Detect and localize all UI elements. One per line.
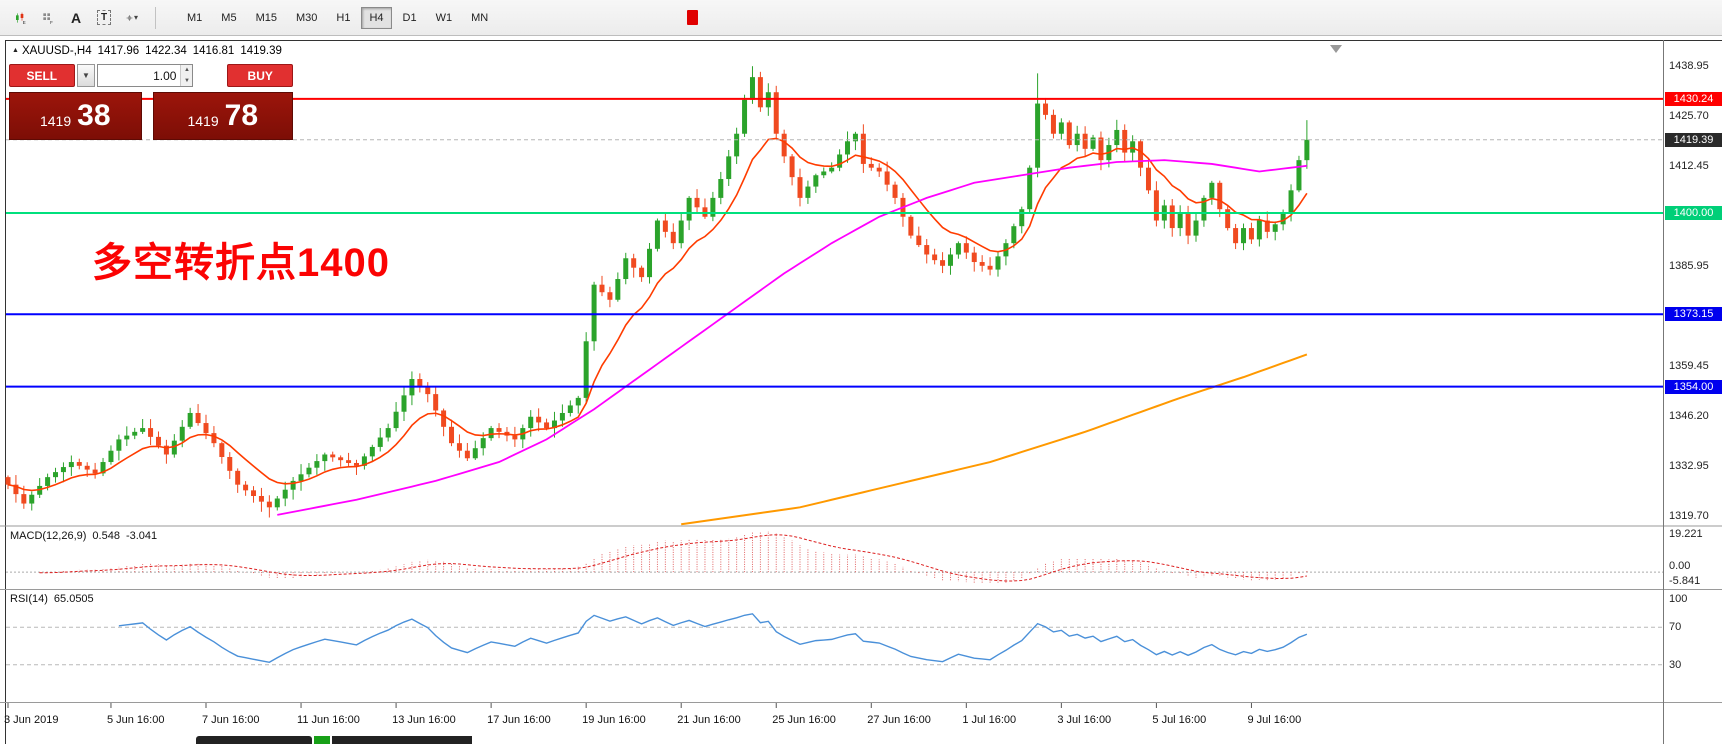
grid-icon[interactable]: F [35, 5, 61, 31]
buy-button[interactable]: BUY [227, 64, 293, 87]
chevron-down-icon: ▾ [133, 13, 138, 22]
ask-big-figure: 1419 [187, 113, 219, 129]
macd-indicator-header: MACD(12,26,9) 0.548 -3.041 [10, 530, 163, 542]
text-box-glyph: T [96, 10, 112, 25]
macd-title: MACD(12,26,9) [10, 530, 87, 542]
text-box-icon[interactable]: T [91, 5, 117, 31]
timeframe-toolbar: M1 M5 M15 M30 H1 H4 D1 W1 MN [179, 6, 496, 29]
timeframe-H1[interactable]: H1 [328, 7, 358, 29]
volume-input-wrap: ▲ ▼ [97, 64, 194, 87]
macd-signal-value: -3.041 [125, 530, 158, 542]
timeframe-W1[interactable]: W1 [428, 7, 461, 29]
one-click-trading-panel: SELL ▼ ▲ ▼ BUY 1419 38 1419 78 [9, 64, 293, 140]
low-value: 1416.81 [192, 45, 235, 57]
toolbar-separator [155, 6, 156, 29]
taskbar-item[interactable] [196, 736, 312, 744]
chart-annotation-text: 多空转折点1400 [92, 241, 390, 285]
chart-type-icon[interactable]: E [7, 5, 33, 31]
volume-increase-button[interactable]: ▲ [181, 65, 193, 76]
drawing-tools-icon[interactable]: ▾ [119, 5, 145, 31]
main-toolbar: E F A T ▾ M1 M5 M15 M30 H1 H4 D1 W1 MN [0, 0, 1722, 36]
alert-icon[interactable] [687, 10, 698, 25]
timeframe-M5[interactable]: M5 [213, 7, 244, 29]
volume-input[interactable] [98, 65, 181, 86]
volume-decrease-button[interactable]: ▼ [181, 75, 193, 86]
volume-spinner: ▲ ▼ [180, 65, 193, 86]
bid-pips: 38 [77, 99, 111, 132]
chart-ohlc-header: ▲ XAUUSD-,H4 1417.96 1422.34 1416.81 1419.39 [12, 45, 288, 57]
timeframe-D1[interactable]: D1 [395, 7, 425, 29]
rsi-title: RSI(14) [10, 593, 48, 605]
ask-price-box[interactable]: 1419 78 [152, 92, 293, 140]
svg-text:F: F [50, 20, 53, 25]
high-value: 1422.34 [145, 45, 187, 57]
rsi-value: 65.0505 [53, 593, 94, 605]
taskbar-item[interactable] [332, 736, 472, 744]
timeframe-H4[interactable]: H4 [361, 6, 392, 29]
close-value: 1419.39 [240, 45, 282, 57]
timeframe-M1[interactable]: M1 [179, 7, 210, 29]
bid-big-figure: 1419 [39, 113, 72, 129]
timeframe-MN[interactable]: MN [463, 7, 496, 29]
macd-main-value: 0.548 [92, 530, 120, 542]
sell-button[interactable]: SELL [9, 64, 75, 87]
text-label-icon[interactable]: A [63, 5, 89, 31]
timeframe-M15[interactable]: M15 [248, 7, 285, 29]
symbol-timeframe-label: XAUUSD-,H4 [21, 45, 92, 57]
open-value: 1417.96 [97, 45, 140, 57]
ask-pips: 78 [224, 99, 259, 132]
svg-text:E: E [23, 20, 26, 25]
bid-price-box[interactable]: 1419 38 [9, 92, 142, 140]
timeframe-M30[interactable]: M30 [288, 7, 325, 29]
taskbar-item[interactable] [314, 736, 330, 744]
rsi-indicator-header: RSI(14) 65.0505 [10, 593, 100, 605]
chevron-down-icon: ▼ [82, 71, 90, 80]
data-window-toggle-icon[interactable]: ▲ [12, 47, 19, 54]
order-type-dropdown[interactable]: ▼ [76, 64, 96, 87]
